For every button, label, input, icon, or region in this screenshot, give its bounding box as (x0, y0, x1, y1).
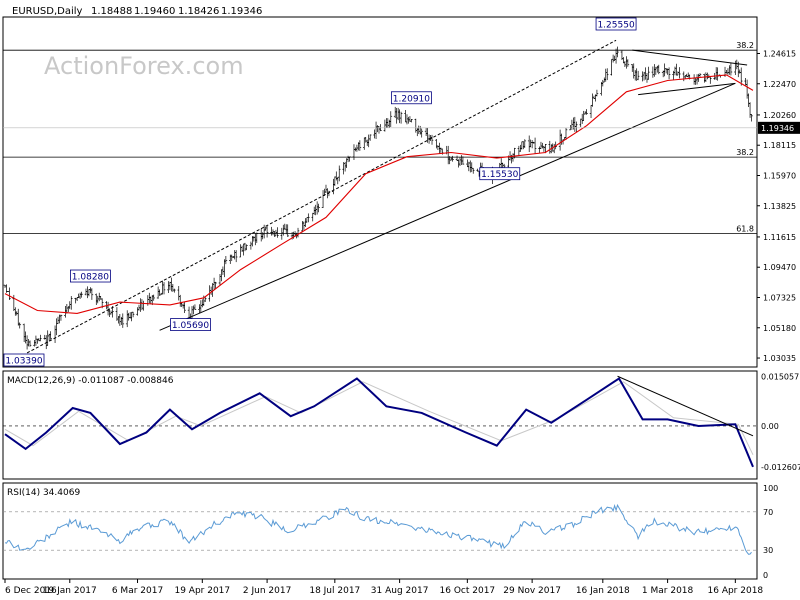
x-tick-label: 19 Apr 2017 (174, 586, 230, 596)
trend-line (159, 82, 736, 331)
trend-line (26, 39, 617, 354)
last-price-marker: 1.19346 (3, 121, 800, 134)
macd-trend-line (617, 375, 754, 437)
x-tick-label: 18 Jul 2017 (309, 586, 360, 596)
x-tick-label: 1 Mar 2018 (642, 586, 694, 596)
x-tick-label: 29 Nov 2017 (503, 586, 561, 596)
price-label-box (390, 91, 432, 105)
moving-average-line (4, 74, 754, 314)
x-tick-label: 6 Dec 2016 (5, 586, 57, 596)
fib-label: 38.2 (736, 41, 754, 50)
rsi-panel-frame (2, 482, 758, 580)
macd-tick-label: 0.015057 (761, 373, 799, 382)
price-tick-label: 1.11615 (763, 233, 796, 242)
price-tick-label: 1.13825 (763, 202, 796, 211)
watermark: ActionForex.com (44, 52, 244, 80)
price-tick-label: 1.20260 (763, 111, 796, 120)
price-tick-label: 1.05180 (763, 324, 796, 333)
price-tick-label: 1.15970 (763, 171, 796, 180)
trend-line (638, 82, 736, 96)
price-label-box (479, 167, 521, 181)
macd-y-axis: 0.015057 0.00 -0.012607 (761, 373, 800, 473)
price-tick-label: 1.09470 (763, 263, 796, 272)
last-price-text: 1.19346 (761, 124, 794, 133)
price-panel-frame (2, 16, 758, 368)
rsi-y-axis: 100 70 30 0 (763, 484, 778, 580)
ohlc-open: 1.18488 (91, 6, 132, 17)
price-label-box (595, 17, 637, 31)
x-tick-label: 31 Aug 2017 (371, 586, 429, 596)
price-label-text: 1.15530 (481, 170, 518, 180)
header-line: EURUSD,Daily 1.18488 1.19460 1.18426 1.1… (12, 6, 262, 17)
price-trend-lines (26, 39, 748, 354)
macd-tick-label: -0.012607 (761, 463, 800, 472)
rsi-tick-label: 100 (763, 484, 778, 493)
price-label-box (70, 269, 111, 283)
price-panel: ActionForex.com EURUSD,Daily 1.18488 1.1… (2, 6, 800, 368)
fibonacci-levels: 38.2 38.2 61.8 (3, 41, 757, 234)
macd-panel-frame (2, 370, 758, 480)
macd-panel: MACD(12,26,9) -0.011087 -0.008846 0.0150… (2, 370, 800, 480)
x-tick-label: 16 Jan 2018 (576, 586, 630, 596)
price-tick-label: 1.22470 (763, 80, 796, 89)
rsi-tick-label: 30 (763, 546, 773, 555)
rsi-line (4, 503, 752, 555)
ohlc-close: 1.19346 (221, 6, 262, 17)
rsi-tick-label: 70 (763, 508, 773, 517)
macd-tick-label: 0.00 (761, 422, 779, 431)
price-label-text: 1.05690 (172, 321, 209, 331)
x-tick-label: 6 Mar 2017 (112, 586, 163, 596)
price-labels: 1.25550 1.20910 1.15530 1.08280 1.05690 1.033… (3, 17, 637, 367)
last-price-box (758, 121, 800, 134)
price-tick-label: 1.07325 (763, 293, 796, 302)
x-tick-label: 16 Apr 2018 (708, 586, 764, 596)
x-tick-label: 19 Jan 2017 (43, 586, 97, 596)
symbol-label: EURUSD,Daily (12, 6, 83, 17)
macd-line (4, 377, 754, 468)
price-label-text: 1.08280 (72, 273, 109, 283)
ohlc-low: 1.18426 (178, 6, 219, 17)
x-tick-label: 2 Jun 2017 (243, 586, 291, 596)
price-label-box (170, 318, 211, 331)
trend-line (632, 49, 748, 66)
macd-lines (3, 375, 757, 468)
macd-title: MACD(12,26,9) -0.011087 -0.008846 (7, 376, 174, 386)
price-tick-label: 1.03035 (763, 354, 796, 363)
rsi-lines (3, 503, 757, 555)
price-label-text: 1.03390 (5, 357, 42, 367)
price-bars (3, 46, 753, 350)
price-tick-label: 1.24615 (763, 49, 796, 58)
price-label-text: 1.20910 (393, 94, 430, 104)
price-y-axis: 1.24615 1.22470 1.20260 1.18115 1.15970 1.138… (757, 49, 796, 363)
price-label-box (3, 353, 45, 367)
rsi-title: RSI(14) 34.4069 (7, 488, 80, 498)
rsi-tick-label: 0 (763, 571, 768, 580)
rsi-panel: RSI(14) 34.4069 100 70 30 0 (2, 482, 778, 580)
price-tick-label: 1.18115 (763, 141, 796, 150)
price-label-text: 1.25550 (597, 21, 634, 31)
moving-average (4, 74, 754, 314)
ohlc-high: 1.19460 (134, 6, 175, 17)
fib-label: 61.8 (736, 224, 754, 233)
x-tick-label: 16 Oct 2017 (440, 586, 496, 596)
fib-label: 38.2 (736, 148, 754, 157)
